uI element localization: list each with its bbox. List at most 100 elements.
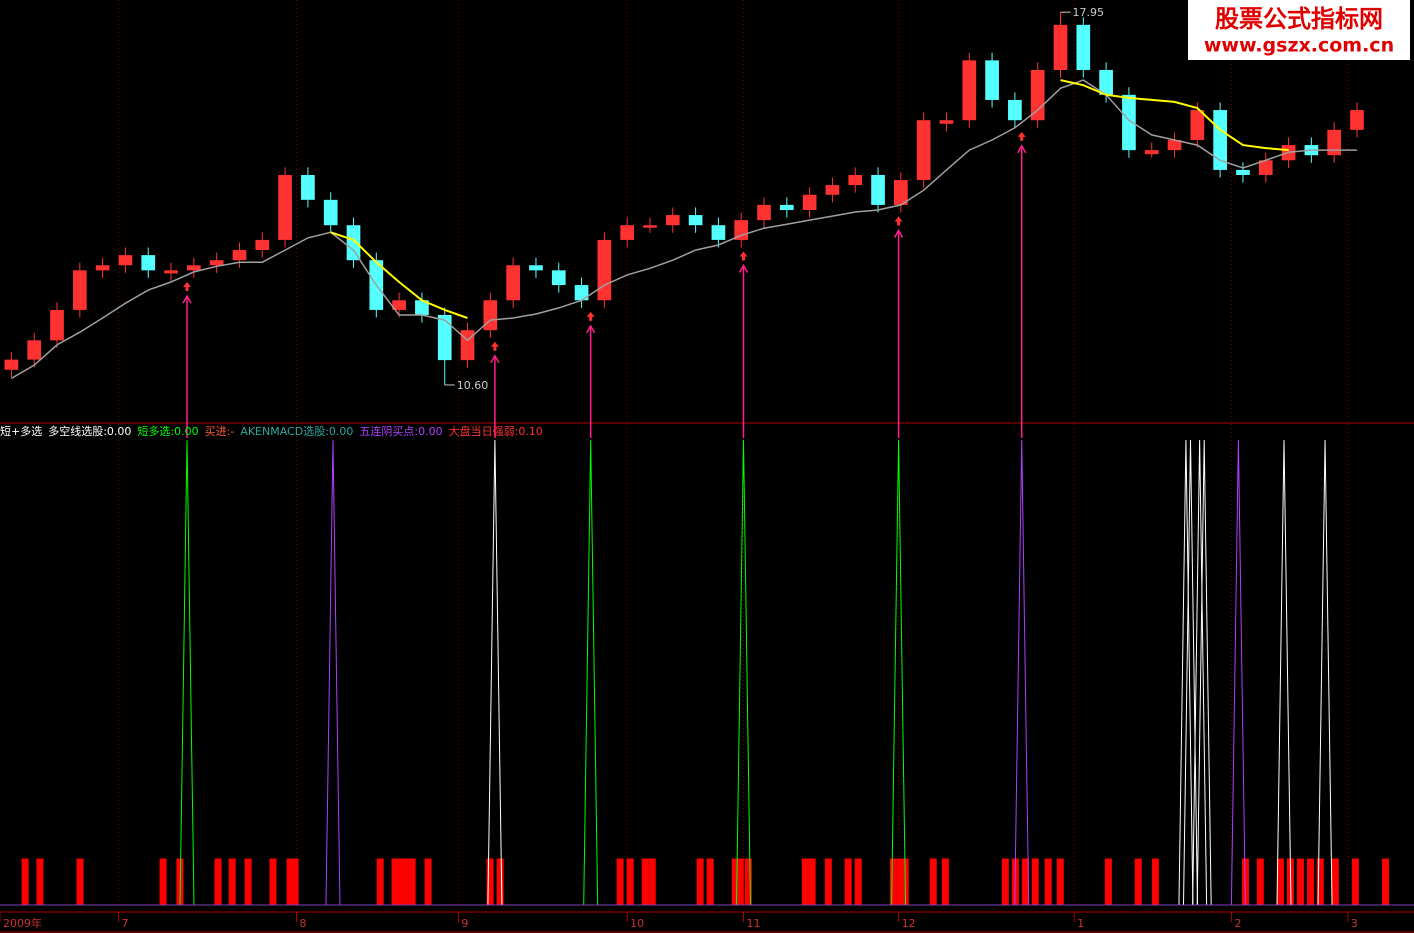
- candle-body: [848, 174, 863, 186]
- candle-body: [1190, 110, 1205, 140]
- legend-entry: 短多选:0.00: [137, 424, 198, 438]
- candle-body: [1008, 99, 1022, 121]
- indicator-spike: [1192, 439, 1208, 906]
- indicator-bar: [1021, 858, 1029, 905]
- candle-body: [72, 270, 87, 310]
- indicator-spike: [325, 439, 341, 906]
- indicator-spike: [1178, 439, 1194, 906]
- indicator-bar: [291, 858, 299, 905]
- candle-body: [1030, 69, 1045, 121]
- indicator-spike: [1317, 439, 1333, 906]
- candle-body: [392, 300, 406, 310]
- indicator-bar: [1296, 858, 1304, 905]
- candle-body: [894, 180, 908, 205]
- candle-body: [301, 174, 315, 200]
- candle-body: [4, 359, 19, 370]
- candle-body: [871, 174, 885, 205]
- candle-body: [985, 60, 999, 100]
- indicator-bar: [286, 858, 294, 905]
- high-label: 17.95: [1073, 6, 1105, 19]
- candle-body: [1076, 24, 1091, 70]
- indicator-bar: [1044, 858, 1052, 905]
- indicator-bar: [1134, 858, 1142, 905]
- indicator-bar: [1306, 858, 1314, 905]
- indicator-bar: [1151, 858, 1159, 905]
- indicator-bar: [731, 858, 739, 905]
- indicator-spike: [583, 439, 599, 906]
- candle-body: [574, 285, 589, 301]
- legend-entry: 五连阴买点:0.00: [359, 425, 442, 438]
- indicator-bar: [1001, 858, 1009, 905]
- candle-body: [711, 225, 726, 240]
- x-tick-label: 3: [1351, 917, 1358, 930]
- indicator-bar: [616, 858, 624, 905]
- indicator-spike: [1196, 439, 1212, 906]
- indicator-bar: [696, 858, 704, 905]
- indicator-spike: [1276, 439, 1292, 906]
- x-tick-label: 2009年: [3, 916, 42, 930]
- candle-body: [1258, 160, 1273, 175]
- indicator-bar: [1031, 858, 1039, 905]
- indicator-bar: [854, 858, 862, 905]
- candle-body: [1167, 139, 1182, 151]
- signal-up-arrow: [894, 216, 903, 226]
- indicator-bar: [648, 858, 656, 905]
- indicator-bar: [1331, 858, 1339, 905]
- indicator-bar: [76, 858, 84, 905]
- indicator-spike: [1230, 439, 1246, 906]
- candle-body: [95, 265, 110, 271]
- indicator-bar: [486, 858, 494, 905]
- legend-entry: 短+多选: [0, 424, 42, 438]
- indicator-bar: [1351, 858, 1359, 905]
- candle-body: [118, 255, 133, 266]
- signal-up-arrow: [586, 311, 595, 321]
- indicator-spike: [487, 439, 503, 906]
- signal-up-arrow: [739, 251, 748, 261]
- watermark: 股票公式指标网 www.gszx.com.cn: [1188, 0, 1410, 60]
- indicator-bar: [391, 858, 399, 905]
- x-tick-label: 9: [461, 917, 468, 930]
- ma-line: [330, 79, 1289, 319]
- candle-body: [916, 120, 931, 181]
- indicator-bar: [36, 858, 44, 905]
- legend-entry: 大盘当日强弱:0.10: [449, 424, 543, 438]
- candle-body: [665, 215, 680, 226]
- indicator-bar: [214, 858, 222, 905]
- indicator-spike: [891, 439, 907, 906]
- candle-body: [643, 225, 657, 228]
- candle-body: [1213, 110, 1227, 170]
- indicator-bar: [626, 858, 634, 905]
- signal-arrowhead: [586, 324, 596, 334]
- x-tick-label: 12: [902, 917, 916, 930]
- signal-arrowhead: [182, 294, 192, 304]
- indicator-bar: [808, 858, 816, 905]
- candle-body: [551, 270, 566, 286]
- candle-body: [187, 265, 201, 271]
- candle-body: [50, 309, 64, 341]
- indicator-bar: [496, 858, 504, 905]
- candle-body: [232, 250, 247, 261]
- legend-entry: 买进:-: [205, 425, 235, 438]
- indicator-bar: [376, 858, 384, 905]
- indicator-bar: [244, 858, 252, 905]
- signal-arrowhead: [1017, 144, 1027, 154]
- candle-body: [779, 204, 794, 210]
- x-tick-label: 2: [1235, 917, 1242, 930]
- indicator-bar: [706, 858, 714, 905]
- candle-body: [757, 204, 771, 221]
- candle-body: [483, 300, 498, 331]
- signal-up-arrow: [490, 341, 499, 351]
- indicator-bar: [1056, 858, 1064, 905]
- indicator-bar: [408, 858, 416, 905]
- watermark-box: [1188, 0, 1410, 60]
- indicator-bar: [744, 858, 752, 905]
- indicator-bar: [1104, 858, 1112, 905]
- candle-body: [460, 330, 475, 361]
- indicator-bar: [641, 858, 649, 905]
- indicator-spike: [735, 439, 751, 906]
- candle-body: [1099, 69, 1113, 95]
- indicator-bar: [1276, 858, 1284, 905]
